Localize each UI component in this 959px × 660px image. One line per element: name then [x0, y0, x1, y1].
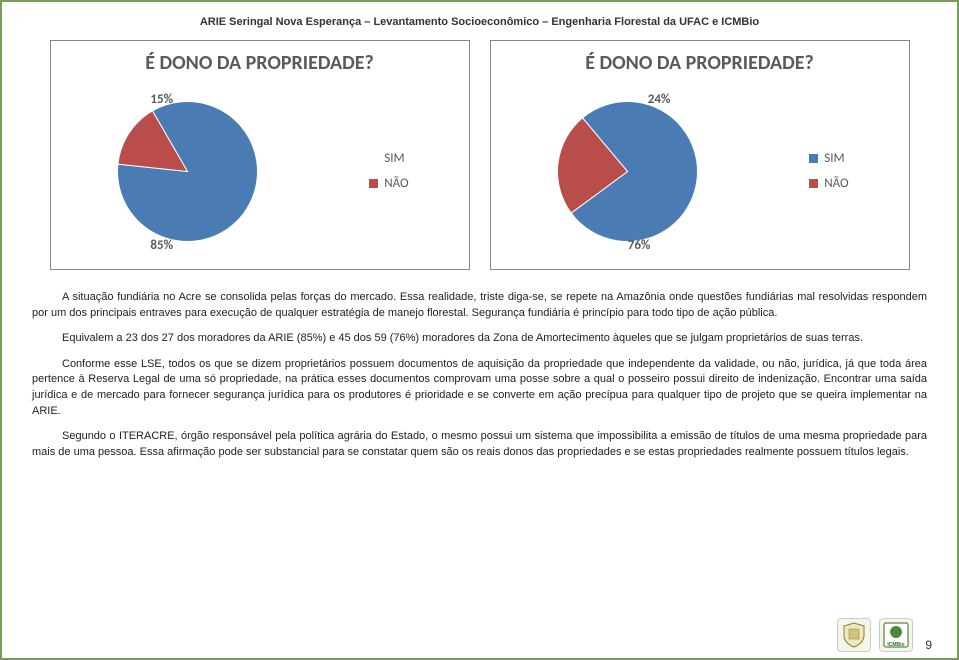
chart-body-right: 24% 76% SIM NÃO: [499, 83, 901, 259]
legend-item-nao-r: NÃO: [809, 176, 848, 191]
chart-body-left: 15% 85% SIM NÃO: [59, 83, 461, 259]
legend-item-sim-r: SIM: [809, 151, 848, 166]
page-footer: ICMBio 9: [837, 618, 932, 652]
svg-text:ICMBio: ICMBio: [888, 642, 905, 648]
chart-title-right: É DONO DA PROPRIEDADE?: [585, 51, 814, 75]
page-header: ARIE Seringal Nova Esperança – Levantame…: [32, 12, 927, 40]
legend-right: SIM NÃO: [809, 151, 848, 191]
legend-swatch-nao: [369, 179, 378, 188]
pie-left-label-small: 15%: [150, 92, 173, 107]
chart-title-left: É DONO DA PROPRIEDADE?: [145, 51, 374, 75]
paragraph-4: Segundo o ITERACRE, órgão responsável pe…: [32, 429, 927, 460]
legend-left: SIM NÃO: [369, 151, 408, 191]
pie-right-label-small: 24%: [648, 92, 671, 107]
paragraph-1: A situação fundiária no Acre se consolid…: [32, 290, 927, 321]
pie-left-label-large: 85%: [150, 238, 173, 253]
chart-panel-left: É DONO DA PROPRIEDADE? 15% 85% SIM NÃO: [50, 40, 470, 270]
page-number: 9: [925, 638, 932, 652]
chart-panel-right: É DONO DA PROPRIEDADE? 24% 76% SIM NÃO: [490, 40, 910, 270]
logo-shield-icon: [837, 618, 871, 652]
legend-label-nao-r: NÃO: [824, 176, 848, 191]
legend-label-sim: SIM: [384, 151, 404, 166]
legend-item-nao: NÃO: [369, 176, 408, 191]
paragraph-3: Conforme esse LSE, todos os que se dizem…: [32, 357, 927, 419]
legend-label-sim-r: SIM: [824, 151, 844, 166]
pie-left: 15% 85%: [110, 94, 265, 249]
pie-right: 24% 76%: [550, 94, 705, 249]
legend-swatch-sim: [369, 154, 378, 163]
legend-swatch-sim-r: [809, 154, 818, 163]
paragraph-2: Equivalem a 23 dos 27 dos moradores da A…: [32, 331, 927, 347]
legend-swatch-nao-r: [809, 179, 818, 188]
logo-icmbio-icon: ICMBio: [879, 618, 913, 652]
charts-row: É DONO DA PROPRIEDADE? 15% 85% SIM NÃO É…: [32, 40, 927, 270]
pie-right-label-large: 76%: [628, 238, 651, 253]
legend-item-sim: SIM: [369, 151, 408, 166]
legend-label-nao: NÃO: [384, 176, 408, 191]
